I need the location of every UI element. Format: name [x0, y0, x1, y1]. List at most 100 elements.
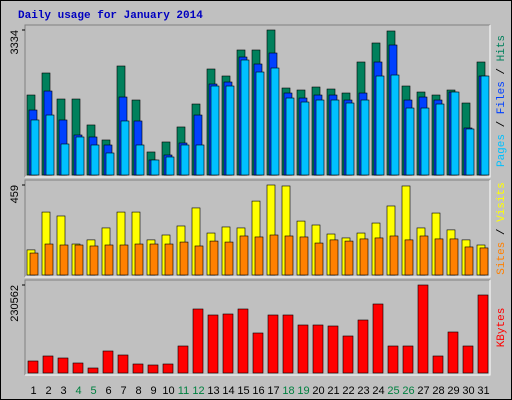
bar: [150, 159, 160, 176]
frame: [24, 24, 490, 177]
bar: [390, 74, 400, 176]
bar: [477, 294, 489, 374]
bar: [237, 308, 249, 374]
bar: [357, 319, 369, 374]
bar: [360, 99, 370, 176]
bar: [164, 243, 174, 276]
bar: [89, 245, 99, 276]
bar: [342, 335, 354, 374]
x-tick-label: 19: [297, 385, 309, 397]
bar: [359, 238, 369, 276]
bar: [269, 234, 279, 276]
bar: [147, 364, 159, 374]
bar: [105, 152, 115, 176]
bar: [102, 350, 114, 374]
x-tick-label: 23: [357, 385, 369, 397]
bar: [162, 363, 174, 374]
frame: [25, 180, 491, 278]
bar: [344, 240, 354, 276]
bar: [464, 246, 474, 276]
y-tick-label: 459: [9, 185, 21, 203]
bar: [284, 235, 294, 276]
bar: [389, 235, 399, 276]
bar: [239, 235, 249, 276]
bar: [192, 308, 204, 374]
x-tick-label: 12: [192, 385, 204, 397]
y-tick-label: 3334: [9, 30, 21, 54]
bar: [330, 99, 340, 176]
frame: [25, 25, 491, 178]
bar: [480, 75, 490, 176]
bar: [447, 331, 459, 374]
x-tick-label: 31: [477, 385, 489, 397]
x-tick-label: 15: [237, 385, 249, 397]
bar: [282, 314, 294, 374]
bar: [255, 71, 265, 176]
legend: Pages / Files / Hits: [496, 35, 508, 167]
bar: [90, 144, 100, 176]
legend-entry: KBytes: [496, 308, 508, 348]
bar: [60, 143, 70, 176]
x-tick-label: 1: [30, 385, 36, 397]
legend-entry: Pages: [496, 134, 508, 167]
bar: [254, 236, 264, 276]
bar: [207, 314, 219, 374]
bar: [72, 362, 84, 374]
x-tick-label: 13: [207, 385, 219, 397]
x-tick-label: 7: [120, 385, 126, 397]
bar: [432, 355, 444, 374]
legend: Sites / Visits: [496, 182, 508, 274]
bar: [45, 114, 55, 176]
x-tick-label: 30: [462, 385, 474, 397]
bar: [117, 354, 129, 374]
bar: [327, 325, 339, 374]
bar: [44, 243, 54, 276]
bar: [132, 363, 144, 374]
x-tick-label: 27: [417, 385, 429, 397]
x-tick-label: 8: [135, 385, 141, 397]
x-tick-label: 20: [312, 385, 324, 397]
legend-separator: /: [496, 114, 508, 134]
legend-separator: /: [496, 61, 508, 81]
bar: [465, 128, 475, 176]
x-tick-label: 25: [387, 385, 399, 397]
frame: [24, 279, 490, 375]
bar: [405, 107, 415, 176]
bar: [135, 144, 145, 176]
y-tick-label: 230562: [9, 285, 21, 322]
x-tick-label: 2: [45, 385, 51, 397]
x-tick-label: 6: [105, 385, 111, 397]
x-tick-label: 21: [327, 385, 339, 397]
bar: [75, 136, 85, 176]
bar: [210, 85, 220, 176]
x-tick-label: 11: [178, 385, 189, 397]
bar: [375, 75, 385, 176]
frame: [24, 179, 490, 277]
bar: [134, 243, 144, 276]
bar: [267, 314, 279, 374]
bar: [450, 91, 460, 176]
bar: [42, 355, 54, 374]
x-tick-label: 28: [432, 385, 444, 397]
legend: KBytes: [496, 308, 508, 348]
bar: [74, 244, 84, 276]
bar: [312, 324, 324, 374]
bar: [194, 245, 204, 276]
bar: [420, 107, 430, 176]
bar: [297, 324, 309, 374]
x-tick-label: 18: [282, 385, 294, 397]
bar: [180, 144, 190, 176]
bar: [120, 120, 130, 176]
bar: [222, 313, 234, 374]
bar: [149, 243, 159, 276]
bar: [225, 85, 235, 176]
bar: [387, 345, 399, 374]
x-tick-label: 3: [60, 385, 66, 397]
bar: [59, 244, 69, 276]
chart-title: Daily usage for January 2014: [18, 10, 203, 22]
bar: [179, 241, 189, 276]
bar: [479, 247, 489, 276]
bar: [314, 242, 324, 276]
bar: [27, 360, 39, 374]
